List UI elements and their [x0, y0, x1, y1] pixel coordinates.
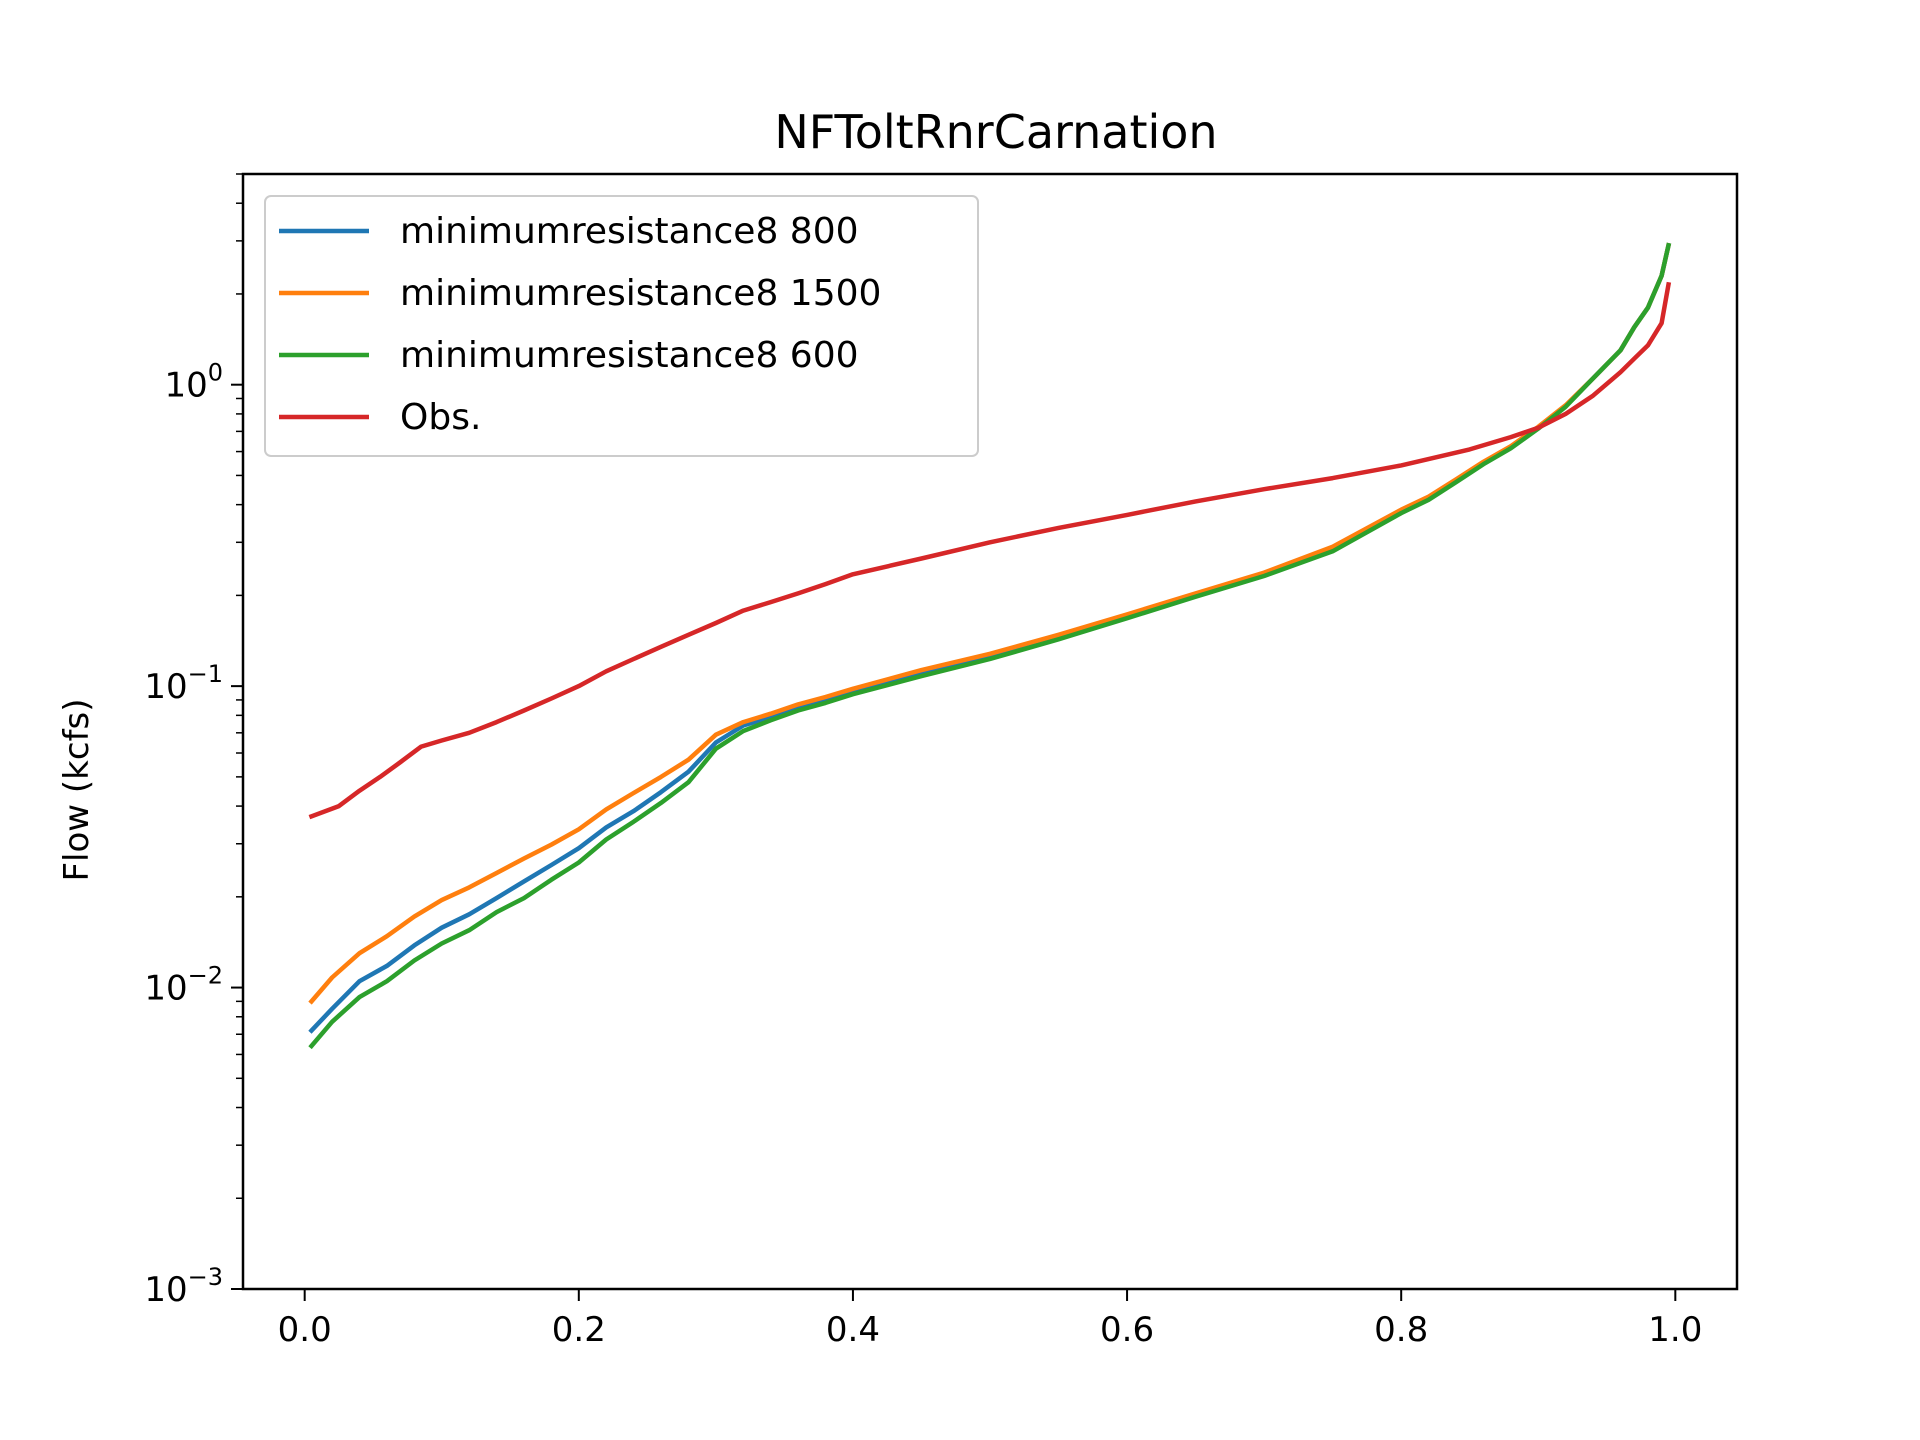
series-layer: [308, 242, 1672, 1050]
x-tick-label: 0.0: [278, 1310, 332, 1350]
y-axis-label: Flow (kcfs): [57, 698, 97, 881]
y-tick-label: 10−1: [144, 660, 223, 707]
y-tick-label: 10−2: [144, 962, 223, 1009]
x-tick-label: 0.6: [1100, 1310, 1154, 1350]
legend-box: [264, 195, 979, 457]
x-tick-label: 1.0: [1648, 1310, 1702, 1350]
x-tick-label: 0.8: [1374, 1310, 1428, 1350]
x-tick-label: 0.4: [826, 1310, 880, 1350]
x-tick-label: 0.2: [552, 1310, 606, 1350]
legend-label: minimumresistance8 800: [400, 211, 859, 252]
legend-label: minimumresistance8 600: [400, 335, 859, 376]
legend-label: minimumresistance8 1500: [400, 273, 881, 314]
series-line-3: [308, 281, 1672, 820]
legend: minimumresistance8 800 minimumresistance8…: [264, 195, 979, 457]
legend-label: Obs.: [400, 397, 481, 438]
y-tick-label: 10−3: [144, 1263, 223, 1310]
axes-layer: 0.0 0.2 0.4 0.6 0.8 1.0 100 10−1 10−2 10−3: [144, 172, 1739, 1350]
chart-title: NFToltRnrCarnation: [774, 105, 1217, 159]
plot-frame: [241, 172, 1739, 1291]
y-tick-label: 100: [164, 359, 223, 406]
